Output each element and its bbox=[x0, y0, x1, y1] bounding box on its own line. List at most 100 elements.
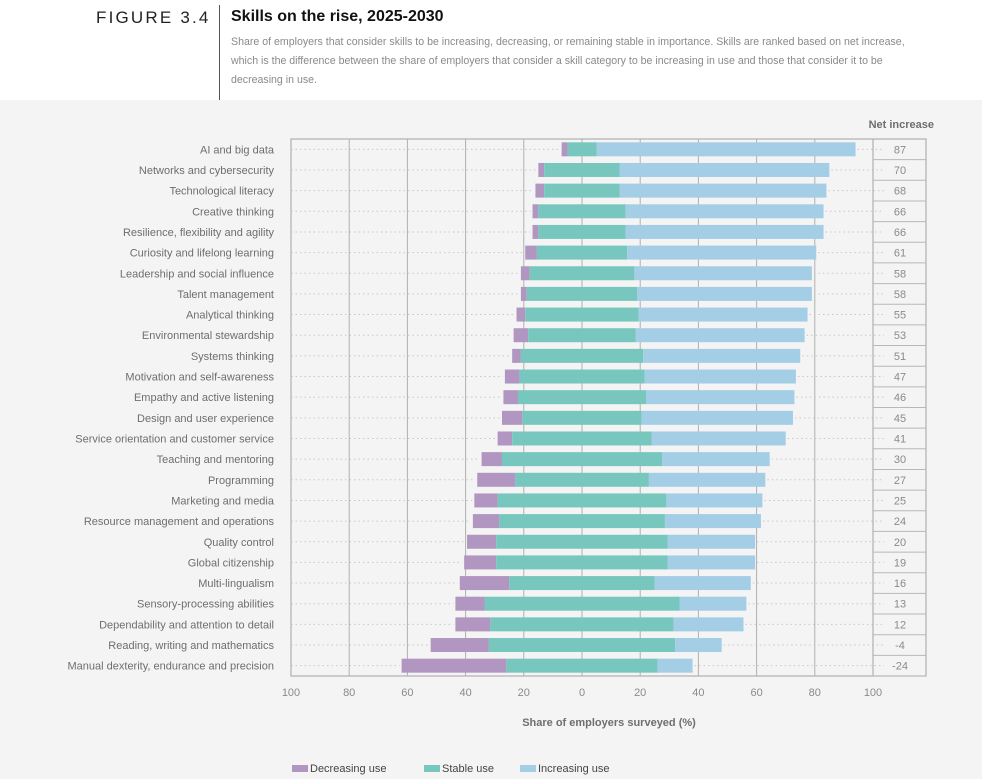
figure-label: FIGURE 3.4 bbox=[96, 8, 211, 27]
net-increase-value: 58 bbox=[894, 289, 906, 301]
category-label: Reading, writing and mathematics bbox=[108, 640, 274, 652]
bar-increasing bbox=[646, 390, 795, 405]
bar-increasing bbox=[638, 307, 808, 322]
bar-decreasing bbox=[455, 596, 485, 611]
bar-decreasing bbox=[474, 493, 498, 508]
net-increase-value: 70 bbox=[894, 165, 906, 177]
bar-increasing bbox=[664, 514, 761, 529]
bar-increasing bbox=[596, 142, 856, 157]
x-tick-label: 40 bbox=[459, 687, 471, 699]
bar-stable bbox=[496, 555, 668, 570]
legend-label: Stable use bbox=[442, 763, 494, 775]
category-label: Dependability and attention to detail bbox=[99, 619, 274, 631]
net-increase-value: 66 bbox=[894, 206, 906, 218]
legend-swatch-decreasing-use bbox=[292, 765, 308, 772]
bar-increasing bbox=[634, 266, 812, 281]
bar-increasing bbox=[666, 493, 763, 508]
bar-stable bbox=[544, 162, 620, 177]
x-tick-label: 60 bbox=[401, 687, 413, 699]
bar-increasing bbox=[675, 638, 722, 653]
net-increase-value: 53 bbox=[894, 330, 906, 342]
bar-decreasing bbox=[503, 390, 518, 405]
legend: Decreasing use Stable use Increasing use bbox=[292, 763, 610, 775]
legend-label: Decreasing use bbox=[310, 763, 386, 775]
bar-decreasing bbox=[501, 410, 523, 425]
bar-stable bbox=[484, 596, 680, 611]
bar-stable bbox=[526, 286, 638, 301]
bar-increasing bbox=[654, 576, 751, 591]
category-label: Systems thinking bbox=[191, 351, 274, 363]
bar-decreasing bbox=[520, 286, 527, 301]
category-label: Talent management bbox=[177, 289, 274, 301]
x-tick-label: 40 bbox=[692, 687, 704, 699]
bar-stable bbox=[509, 576, 655, 591]
bar-stable bbox=[529, 266, 635, 281]
gridlines bbox=[290, 139, 874, 676]
bar-increasing bbox=[637, 286, 812, 301]
bar-stable bbox=[488, 638, 676, 653]
bar-decreasing bbox=[538, 162, 545, 177]
net-increase-value: 58 bbox=[894, 268, 906, 280]
chart-subtitle: Share of employers that consider skills … bbox=[231, 36, 905, 86]
category-label: Teaching and mentoring bbox=[157, 454, 274, 466]
bar-decreasing bbox=[472, 514, 500, 529]
bar-increasing bbox=[679, 596, 747, 611]
net-increase-value: 66 bbox=[894, 227, 906, 239]
bar-increasing bbox=[644, 369, 796, 384]
net-increase-column: Net increase 87 70 68 66 66 61 58 58 55 53 51 47 46 4… bbox=[869, 119, 934, 677]
category-label: Networks and cybersecurity bbox=[139, 165, 275, 177]
header-divider bbox=[219, 5, 220, 101]
category-label: Design and user experience bbox=[137, 413, 274, 425]
bar-stable bbox=[538, 224, 626, 239]
bar-increasing bbox=[657, 658, 693, 673]
bar-decreasing bbox=[525, 245, 537, 260]
net-increase-value: 87 bbox=[894, 144, 906, 156]
x-tick-label: 80 bbox=[343, 687, 355, 699]
net-increase-value: 30 bbox=[894, 454, 906, 466]
x-tick-label: 20 bbox=[518, 687, 530, 699]
net-increase-value: -4 bbox=[895, 640, 905, 652]
category-label: Environmental stewardship bbox=[142, 330, 274, 342]
bar-increasing bbox=[667, 534, 756, 549]
bar-increasing bbox=[673, 617, 744, 632]
bar-increasing bbox=[619, 183, 827, 198]
net-increase-value: 16 bbox=[894, 578, 906, 590]
category-label: Service orientation and customer service bbox=[75, 433, 274, 445]
bar-increasing bbox=[619, 162, 830, 177]
category-label: Multi-lingualism bbox=[198, 578, 274, 590]
bar-increasing bbox=[625, 204, 824, 219]
category-label: Creative thinking bbox=[192, 206, 274, 218]
bar-decreasing bbox=[535, 183, 545, 198]
bar-decreasing bbox=[561, 142, 568, 157]
category-label: Technological literacy bbox=[169, 186, 274, 198]
x-axis-label: Share of employers surveyed (%) bbox=[522, 717, 696, 729]
net-increase-value: 41 bbox=[894, 433, 906, 445]
x-tick-label: 0 bbox=[579, 687, 585, 699]
chart-frame bbox=[290, 138, 927, 677]
bar-increasing bbox=[635, 328, 805, 343]
bar-increasing bbox=[627, 245, 817, 260]
figure-header: FIGURE 3.4 Skills on the rise, 2025-2030… bbox=[0, 0, 982, 101]
net-increase-value: 25 bbox=[894, 495, 906, 507]
category-label: Resource management and operations bbox=[84, 516, 275, 528]
bar-decreasing bbox=[520, 266, 530, 281]
plot-border bbox=[290, 138, 927, 677]
net-increase-value: 51 bbox=[894, 351, 906, 363]
bar-stable bbox=[517, 390, 647, 405]
bar-stable bbox=[525, 307, 639, 322]
bar-decreasing bbox=[532, 204, 539, 219]
x-tick-labels: 100 80 60 40 20 0 20 40 60 80 100 bbox=[282, 687, 882, 699]
bar-stable bbox=[520, 348, 644, 363]
category-label: Leadership and social influence bbox=[120, 268, 274, 280]
bars bbox=[401, 142, 856, 673]
bar-increasing bbox=[625, 224, 824, 239]
net-increase-value: 19 bbox=[894, 557, 906, 569]
bar-decreasing bbox=[467, 534, 497, 549]
net-increase-value: 12 bbox=[894, 619, 906, 631]
net-increase-value: -24 bbox=[892, 661, 908, 673]
net-increase-value: 24 bbox=[894, 516, 906, 528]
x-tick-label: 100 bbox=[282, 687, 300, 699]
net-increase-value: 13 bbox=[894, 599, 906, 611]
legend-label: Increasing use bbox=[538, 763, 610, 775]
